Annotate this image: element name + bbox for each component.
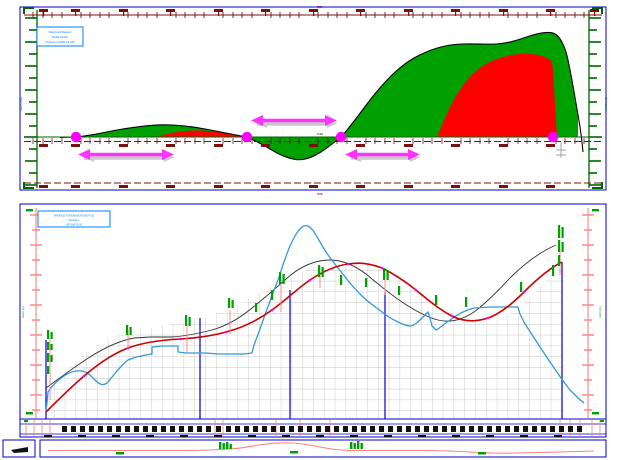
station-labels <box>62 426 582 432</box>
profile-title-line3: DATUM 78.00 <box>66 223 83 227</box>
profile-axis-right-label: ELEV (m) <box>598 306 602 317</box>
mass-haul-red-fill-left <box>155 130 247 137</box>
free-haul-arrow-2[interactable] <box>251 115 337 128</box>
plan-view <box>2 439 607 458</box>
profile-title-line2: SCALE + <box>69 218 80 222</box>
mass-haul-red-fill-right <box>437 53 557 137</box>
profile-annotations <box>47 225 564 400</box>
subgrade-line <box>45 244 557 389</box>
mass-haul-corner-brackets <box>23 7 603 189</box>
profile-view: ELEV (m) ELEV (m) <box>19 203 607 421</box>
station-elevation-row <box>44 435 562 438</box>
balance-point-4[interactable] <box>547 131 559 143</box>
mass-axis-left-label: MASS (m3) <box>19 97 23 111</box>
profile-axis-right: ELEV (m) <box>582 208 602 418</box>
balance-point-1[interactable] <box>70 131 82 143</box>
proposed-grade-line[interactable] <box>45 261 563 413</box>
profile-title-line1: PROFILE FSTA BASE ROAD P/(2) <box>54 214 94 218</box>
mass-haul-curve-outline <box>59 31 584 161</box>
balance-point-markers[interactable] <box>70 131 559 143</box>
profile-grid <box>46 262 562 418</box>
mass-haul-title-box[interactable]: Mass Haul Diagram BASE ROAD SCALE H:1:20… <box>36 26 84 47</box>
mass-haul-title-line3: SCALE H:1:2000 V:1:500 <box>45 40 75 44</box>
profile-axis-left: ELEV (m) <box>21 208 42 418</box>
mass-haul-bottom-station-band: STA <box>24 182 602 196</box>
plan-station-marks <box>116 441 486 455</box>
plan-view-legend-box <box>2 439 36 458</box>
existing-ground-line[interactable] <box>45 225 585 413</box>
mass-haul-title-line2: BASE ROAD <box>52 35 67 39</box>
north-arrow-icon <box>11 447 28 453</box>
mass-axis-right-label: MASS (m3) <box>604 97 608 111</box>
mass-haul-diagram: MASS (m3) MASS (m3) <box>19 5 608 196</box>
mass-haul-top-marker-label: STA <box>317 5 323 9</box>
station-band-green-marks <box>24 420 604 422</box>
crosshair-marker <box>556 142 566 158</box>
profile-title-box[interactable]: PROFILE FSTA BASE ROAD P/(2) SCALE + DAT… <box>37 210 111 228</box>
mass-haul-top-station-band: STA <box>24 5 602 18</box>
mass-haul-frame <box>19 6 607 191</box>
mass-haul-title-line1: Mass Haul Diagram <box>49 30 72 34</box>
balance-point-2[interactable] <box>241 131 253 143</box>
mass-haul-zero-label: 0.00 <box>317 132 323 136</box>
free-haul-arrow-1[interactable] <box>78 149 174 162</box>
profile-axis-left-label: ELEV (m) <box>21 306 25 317</box>
mass-haul-zero-axis: 0.00 <box>24 132 602 147</box>
mass-axis-left: MASS (m3) <box>19 10 38 188</box>
free-haul-arrow-3[interactable] <box>345 149 420 162</box>
mass-haul-bottom-marker-label: STA <box>317 192 323 196</box>
mass-haul-curve-group <box>59 31 584 161</box>
balance-point-3[interactable] <box>335 131 347 143</box>
mass-axis-right: MASS (m3) <box>588 10 608 188</box>
station-data-band <box>19 418 607 438</box>
profile-corner-marks <box>26 209 599 415</box>
plan-view-strip <box>39 439 607 458</box>
